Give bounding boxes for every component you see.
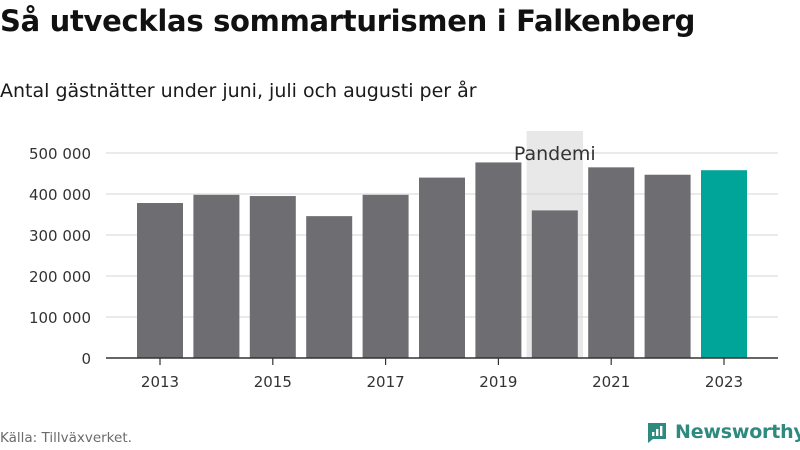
bar-2021 (588, 167, 635, 358)
x-tick-label: 2019 (479, 373, 517, 391)
y-tick-label: 200 000 (29, 268, 91, 286)
x-tick-label: 2013 (141, 373, 179, 391)
bar-2017 (362, 194, 409, 358)
bar-2019 (475, 162, 522, 358)
y-axis-labels: 0 100 000 200 000 300 000 400 000 500 000 (29, 145, 91, 368)
chart-subtitle: Antal gästnätter under juni, juli och au… (0, 80, 477, 102)
newsworthy-logo-icon (648, 423, 666, 443)
bar-2020 (531, 210, 578, 358)
bar-2015 (249, 196, 296, 358)
bar-2022 (644, 174, 691, 358)
x-axis-labels: 2013 2015 2017 2019 2021 2023 (141, 373, 743, 391)
brand-logo[interactable]: Newsworthy (645, 420, 800, 444)
bar-2016 (306, 216, 353, 358)
bars (137, 162, 747, 358)
x-axis (106, 357, 778, 365)
y-tick-label: 400 000 (29, 186, 91, 204)
y-tick-label: 0 (81, 350, 91, 368)
brand-name: Newsworthy (675, 421, 800, 443)
x-tick-label: 2023 (705, 373, 743, 391)
bar-2013 (137, 203, 183, 358)
y-tick-label: 500 000 (29, 145, 91, 163)
annotation-labels: Pandemi (514, 143, 596, 165)
y-tick-label: 100 000 (29, 309, 91, 327)
bar-2023 (701, 170, 747, 358)
x-tick-label: 2021 (592, 373, 630, 391)
y-tick-label: 300 000 (29, 227, 91, 245)
chart-title: Så utvecklas sommarturismen i Falkenberg (0, 4, 696, 38)
bar-2018 (419, 177, 465, 358)
x-tick-label: 2017 (367, 373, 405, 391)
pandemic-label: Pandemi (514, 143, 596, 165)
bar-2014 (193, 194, 240, 358)
x-tick-label: 2015 (254, 373, 292, 391)
source-note: Källa: Tillväxverket. (0, 430, 132, 446)
